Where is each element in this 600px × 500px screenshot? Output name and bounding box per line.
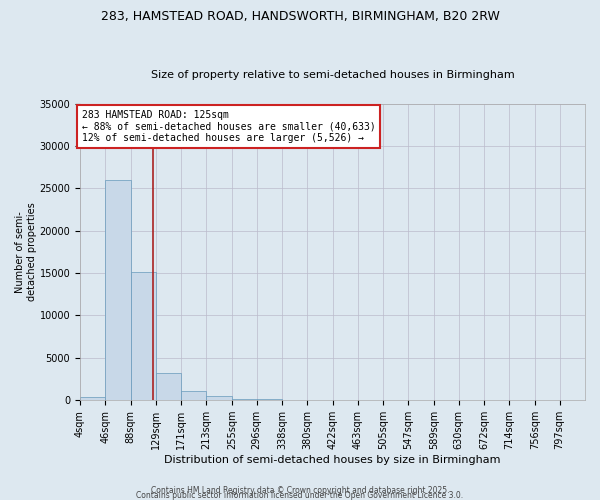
Text: Contains HM Land Registry data © Crown copyright and database right 2025.: Contains HM Land Registry data © Crown c… — [151, 486, 449, 495]
X-axis label: Distribution of semi-detached houses by size in Birmingham: Distribution of semi-detached houses by … — [164, 455, 501, 465]
Text: Contains public sector information licensed under the Open Government Licence 3.: Contains public sector information licen… — [136, 491, 464, 500]
Y-axis label: Number of semi-
detached properties: Number of semi- detached properties — [15, 202, 37, 301]
Bar — [80, 397, 106, 400]
Bar — [131, 272, 155, 400]
Text: 283, HAMSTEAD ROAD, HANDSWORTH, BIRMINGHAM, B20 2RW: 283, HAMSTEAD ROAD, HANDSWORTH, BIRMINGH… — [101, 10, 499, 23]
Text: 283 HAMSTEAD ROAD: 125sqm
← 88% of semi-detached houses are smaller (40,633)
12%: 283 HAMSTEAD ROAD: 125sqm ← 88% of semi-… — [82, 110, 376, 144]
Title: Size of property relative to semi-detached houses in Birmingham: Size of property relative to semi-detach… — [151, 70, 514, 81]
Bar — [181, 391, 206, 400]
Bar — [232, 398, 257, 400]
Bar — [106, 180, 131, 400]
Bar — [155, 373, 181, 400]
Bar — [206, 396, 232, 400]
